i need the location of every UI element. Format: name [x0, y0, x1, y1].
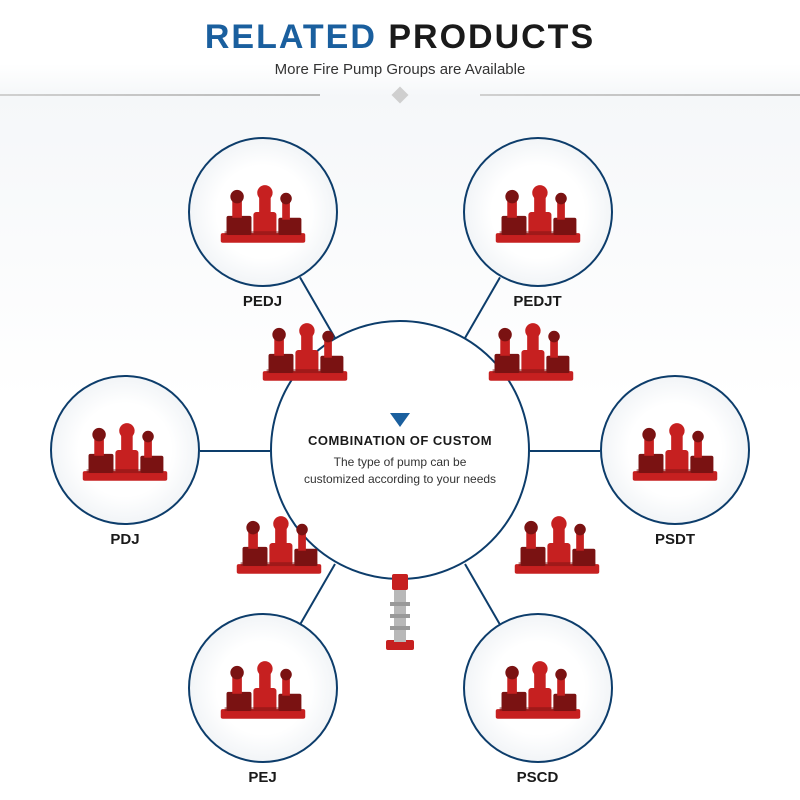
product-node-pej[interactable] — [188, 613, 338, 763]
center-pump-icon — [231, 508, 291, 552]
title-word-related: RELATED — [205, 18, 377, 56]
connector-line — [464, 563, 501, 625]
pump-icon — [627, 415, 723, 485]
pump-icon — [215, 177, 311, 247]
connector-line — [200, 450, 270, 452]
product-label: PSCD — [468, 769, 608, 786]
pump-icon — [382, 570, 418, 652]
center-title: COMBINATION OF CUSTOM — [308, 433, 492, 448]
pump-icon — [77, 415, 173, 485]
center-pump-icon — [382, 570, 418, 657]
page-title: RELATED PRODUCTS — [0, 18, 800, 57]
chevron-down-icon — [390, 413, 410, 427]
pump-icon — [231, 508, 327, 578]
center-description: The type of pump can be customized accor… — [302, 454, 498, 488]
product-label: PSDT — [605, 531, 745, 548]
pump-icon — [257, 315, 353, 385]
pump-icon — [490, 653, 586, 723]
product-node-pedj[interactable] — [188, 137, 338, 287]
product-label: PEJ — [193, 769, 333, 786]
product-label: PDJ — [55, 531, 195, 548]
connector-line — [530, 450, 600, 452]
product-node-pdj[interactable] — [50, 375, 200, 525]
pump-icon — [509, 508, 605, 578]
product-node-pedjt[interactable] — [463, 137, 613, 287]
title-word-products: PRODUCTS — [388, 18, 595, 56]
center-pump-icon — [509, 508, 569, 552]
product-diagram: COMBINATION OF CUSTOM The type of pump c… — [0, 90, 800, 800]
pump-icon — [483, 315, 579, 385]
page-subtitle: More Fire Pump Groups are Available — [0, 61, 800, 78]
center-pump-icon — [257, 315, 317, 359]
pump-icon — [490, 177, 586, 247]
center-pump-icon — [483, 315, 543, 359]
product-node-pscd[interactable] — [463, 613, 613, 763]
product-node-psdt[interactable] — [600, 375, 750, 525]
pump-icon — [215, 653, 311, 723]
